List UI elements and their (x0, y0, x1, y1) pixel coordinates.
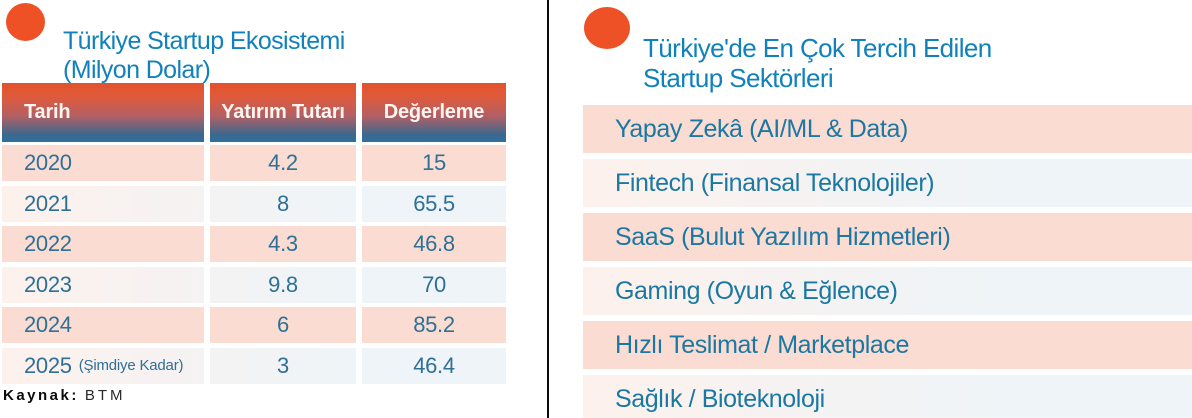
sector-label: SaaS (Bulut Yazılım Hizmetleri) (615, 222, 951, 251)
table-header-row: Tarih Yatırım Tutarı Değerleme (2, 83, 506, 142)
right-title-line2: Startup Sektörleri (643, 62, 834, 93)
column-gap (204, 83, 210, 142)
right-title-line1: Türkiye'de En Çok Tercih Edilen (643, 32, 992, 63)
panel-divider (547, 0, 549, 418)
column-gap (204, 347, 210, 384)
orange-dot-icon (584, 7, 630, 49)
table-cell-tarih: 2021 (2, 186, 204, 222)
right-panel-title: Türkiye'de En Çok Tercih Edilen Startup … (643, 33, 992, 93)
sector-label: Gaming (Oyun & Eğlence) (615, 276, 898, 305)
year-note: (Şimdiye Kadar) (78, 357, 184, 375)
year-label: 2025 (24, 352, 72, 378)
table-cell-degerleme: 70 (422, 271, 446, 297)
table-cell-yatirim: 9.8 (268, 271, 298, 297)
column-header-degerleme: Değerleme (383, 101, 485, 123)
table-cell-tarih: 2020 (2, 145, 204, 181)
table-cell-degerleme: 46.8 (413, 231, 455, 257)
table-cell-yatirim: 8 (277, 190, 289, 216)
table-cell-yatirim: 6 (277, 312, 289, 338)
year-label: 2024 (24, 312, 72, 338)
source-note: Kaynak: BTM (3, 387, 126, 404)
left-title-line1: Türkiye Startup Ekosistemi (63, 26, 345, 55)
column-gap (356, 266, 362, 303)
column-gap (204, 266, 210, 303)
table-row: 2021 8 65.5 (2, 185, 506, 222)
orange-dot-icon (6, 3, 45, 41)
table-body: 2020 4.2 15 2021 8 65.5 2022 4.3 46.8 20… (2, 145, 506, 384)
sector-list-item: Gaming (Oyun & Eğlence) (583, 267, 1192, 315)
column-gap (356, 347, 362, 384)
table-row: 2022 4.3 46.8 (2, 226, 506, 263)
table-row: 2020 4.2 15 (2, 145, 506, 181)
table-cell-degerleme: 46.4 (413, 352, 455, 378)
year-label: 2022 (24, 231, 72, 257)
sector-label: Yapay Zekâ (AI/ML & Data) (615, 114, 908, 143)
table-cell-yatirim: 4.2 (268, 150, 298, 175)
sector-list: Yapay Zekâ (AI/ML & Data) Fintech (Finan… (583, 105, 1192, 418)
year-label: 2020 (24, 150, 72, 175)
left-panel-title: Türkiye Startup Ekosistemi (Milyon Dolar… (63, 27, 345, 85)
table-cell-tarih: 2023 (2, 267, 204, 303)
year-label: 2021 (24, 190, 72, 216)
column-gap (204, 307, 210, 344)
source-label: Kaynak: (3, 387, 79, 404)
sector-list-item: Hızlı Teslimat / Marketplace (583, 321, 1192, 369)
sector-label: Fintech (Finansal Teknolojiler) (615, 168, 935, 197)
column-header-tarih: Tarih (24, 101, 71, 123)
sector-list-item: Yapay Zekâ (AI/ML & Data) (583, 105, 1192, 153)
table-cell-yatirim: 4.3 (268, 231, 298, 257)
startup-ecosystem-table: Tarih Yatırım Tutarı Değerleme 2020 4.2 … (2, 83, 506, 384)
table-row: 2024 6 85.2 (2, 307, 506, 344)
sector-label: Hızlı Teslimat / Marketplace (615, 330, 909, 359)
column-gap (356, 145, 362, 181)
table-cell-tarih: 2022 (2, 226, 204, 262)
table-row: 2023 9.8 70 (2, 266, 506, 303)
table-cell-tarih: 2024 (2, 307, 204, 343)
table-cell-tarih: 2025 (Şimdiye Kadar) (2, 348, 204, 384)
column-gap (204, 185, 210, 222)
sector-list-item: Sağlık / Bioteknoloji (583, 375, 1192, 418)
column-gap (204, 226, 210, 263)
table-cell-yatirim: 3 (277, 352, 289, 378)
table-cell-degerleme: 65.5 (413, 190, 455, 216)
table-cell-degerleme: 85.2 (413, 312, 455, 338)
table-cell-degerleme: 15 (422, 150, 446, 175)
column-gap (356, 226, 362, 263)
column-gap (356, 307, 362, 344)
sector-list-item: Fintech (Finansal Teknolojiler) (583, 159, 1192, 207)
column-header-yatirim-tutari: Yatırım Tutarı (221, 101, 345, 123)
table-row: 2025 (Şimdiye Kadar) 3 46.4 (2, 347, 506, 384)
column-gap (204, 145, 210, 181)
source-value: BTM (84, 387, 126, 404)
left-title-line2: (Milyon Dolar) (63, 55, 211, 84)
column-gap (356, 83, 362, 142)
sector-label: Sağlık / Bioteknoloji (615, 384, 825, 413)
column-gap (356, 185, 362, 222)
sector-list-item: SaaS (Bulut Yazılım Hizmetleri) (583, 213, 1192, 261)
year-label: 2023 (24, 271, 72, 297)
